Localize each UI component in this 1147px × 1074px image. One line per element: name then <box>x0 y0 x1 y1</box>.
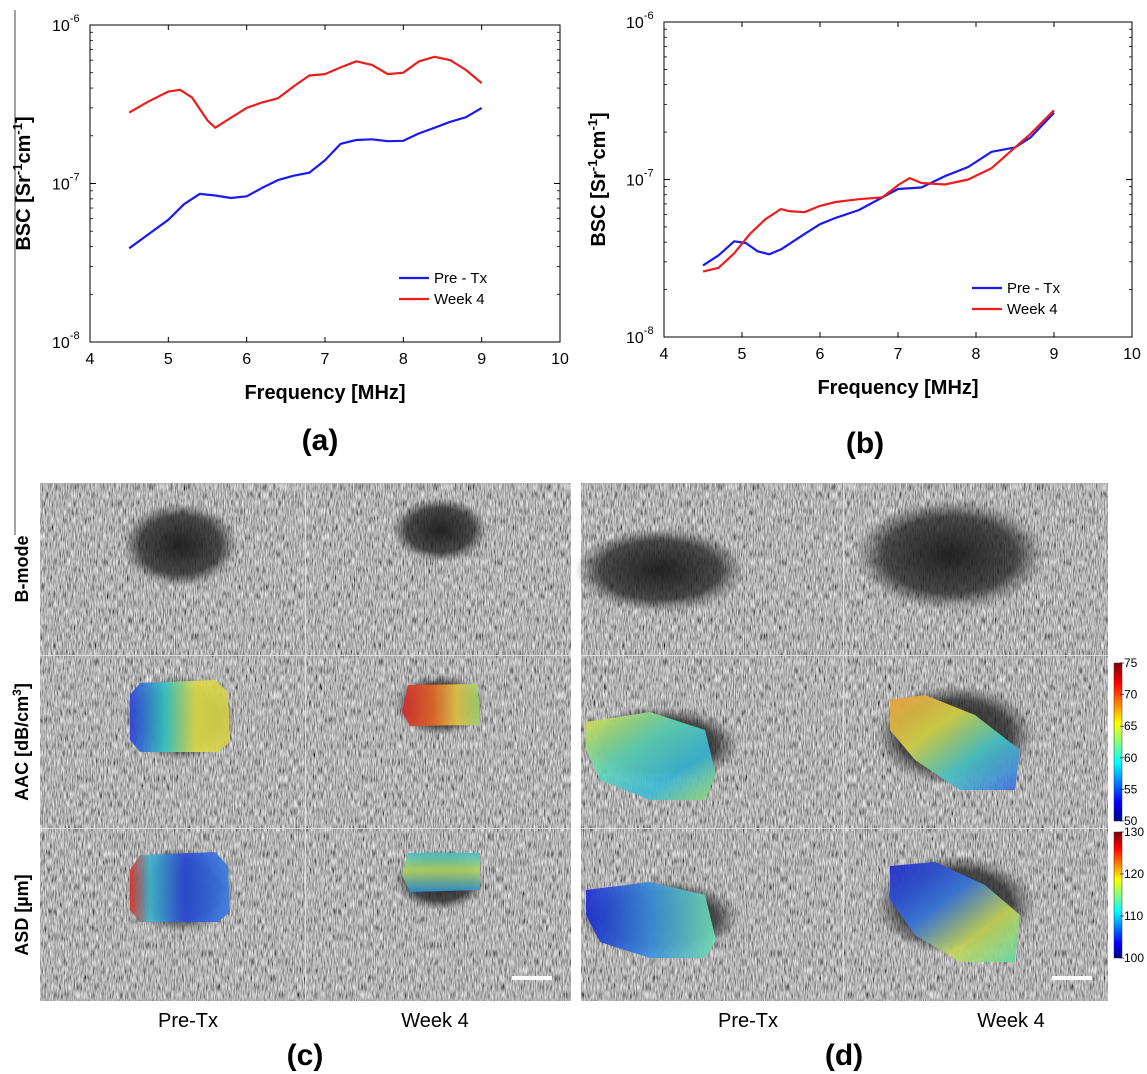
colorbar-aac <box>1113 662 1123 822</box>
aac-roi-d-pretx <box>586 712 716 800</box>
lesion-shadow <box>575 528 745 612</box>
colorbar-asd <box>1113 831 1123 959</box>
series-line <box>128 55 483 129</box>
y-tick-label: 10-8 <box>626 325 654 347</box>
col-label-c-week4: Week 4 <box>401 1010 468 1032</box>
plot-frame <box>89 24 561 343</box>
lesion-shadow <box>392 498 488 562</box>
x-tick-label: 9 <box>1050 346 1059 363</box>
x-tick-label: 7 <box>894 346 903 363</box>
aac-roi-c-pretx <box>130 680 230 752</box>
colorbar-tick-label: 55 <box>1124 782 1138 796</box>
x-tick-label: 6 <box>242 351 251 368</box>
legend-label: Pre - Tx <box>1007 280 1061 297</box>
lesion-shadow <box>122 503 238 587</box>
asd-roi-c-pretx <box>130 852 230 922</box>
series-line <box>702 112 1055 267</box>
chart-a: 4 5 6 7 8 9 10 10-8 10-7 10-6 Pre - Tx Week 4 Freque… <box>10 13 569 457</box>
x-tick-label: 5 <box>738 346 747 363</box>
y-tick-label: 10-7 <box>626 168 654 190</box>
lesion-shadow <box>855 500 1045 610</box>
colorbar-tick-label: 120 <box>1124 867 1144 881</box>
x-tick-label: 7 <box>321 351 330 368</box>
scale-bar <box>1052 976 1092 980</box>
legend-label: Pre - Tx <box>434 270 488 287</box>
series-line <box>128 106 483 250</box>
asd-roi-c-week4 <box>402 853 480 892</box>
col-label-d-week4: Week 4 <box>977 1010 1044 1032</box>
colorbar-tick-label: 50 <box>1124 814 1138 828</box>
x-tick-label: 10 <box>551 351 569 368</box>
y-tick-label: 10-6 <box>626 10 654 32</box>
y-tick-label: 10-7 <box>52 172 80 194</box>
x-tick-label: 4 <box>660 346 669 363</box>
row-label-asd: ASD [µm] <box>12 874 32 955</box>
panel-label: (b) <box>846 427 884 460</box>
series-line <box>702 109 1055 273</box>
row-label-bmode: B-mode <box>12 536 32 603</box>
y-tick-label: 10-8 <box>52 330 80 352</box>
colorbar-tick-label: 130 <box>1124 825 1144 839</box>
y-axis-label: BSC [Sr-1cm-1] <box>10 116 35 250</box>
y-axis-label: BSC [Sr-1cm-1] <box>585 112 610 246</box>
plot-frame <box>663 21 1133 338</box>
x-tick-label: 5 <box>164 351 173 368</box>
row-label-aac: AAC [dB/cm3] <box>10 683 32 801</box>
col-label-d-pretx: Pre-Tx <box>718 1010 778 1032</box>
legend-label: Week 4 <box>434 291 485 308</box>
x-tick-label: 6 <box>816 346 825 363</box>
colorbar-tick-label: 65 <box>1124 719 1138 733</box>
x-tick-label: 9 <box>477 351 486 368</box>
colorbar-tick-label: 60 <box>1124 751 1138 765</box>
col-label-c-pretx: Pre-Tx <box>158 1010 218 1032</box>
panel-label: (a) <box>302 424 339 457</box>
asd-roi-d-pretx <box>586 882 716 958</box>
x-tick-label: 10 <box>1123 346 1141 363</box>
panel-label-d: (d) <box>825 1039 863 1072</box>
asd-roi-d-week4 <box>890 862 1020 962</box>
colorbar-tick-label: 70 <box>1124 688 1138 702</box>
x-tick-label: 4 <box>86 351 95 368</box>
y-tick-label: 10-6 <box>52 13 80 35</box>
colorbar-tick-label: 75 <box>1124 656 1138 670</box>
legend-label: Week 4 <box>1007 301 1058 318</box>
panel-label-c: (c) <box>287 1039 324 1072</box>
scale-bar <box>512 976 552 980</box>
aac-roi-c-week4 <box>402 684 480 726</box>
colorbar-tick-label: 100 <box>1124 951 1144 965</box>
x-axis-label: Frequency [MHz] <box>817 377 978 399</box>
aac-roi-d-week4 <box>890 695 1020 790</box>
chart-b: 4 5 6 7 8 9 10 10-8 10-7 10-6 Pre - Tx Week 4 Freque… <box>585 10 1141 460</box>
x-axis-label: Frequency [MHz] <box>244 382 405 404</box>
x-tick-label: 8 <box>399 351 408 368</box>
x-tick-label: 8 <box>972 346 981 363</box>
colorbar-tick-label: 110 <box>1124 909 1143 923</box>
